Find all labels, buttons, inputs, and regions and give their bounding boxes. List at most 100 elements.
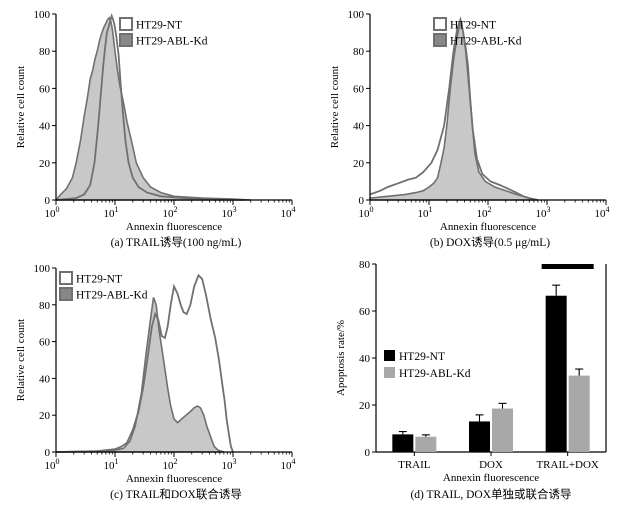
x-tick-base: 10 [45, 208, 57, 220]
legend-swatch [119, 17, 133, 31]
x-tick-label: 102 [163, 457, 178, 472]
y-tick-label: 0 [45, 195, 51, 207]
panel-caption: (a) TRAIL诱导(100 ng/mL) [111, 236, 242, 249]
y-tick-label: 60 [353, 83, 365, 95]
y-tick-label: 80 [39, 300, 51, 312]
x-tick-label: 100 [45, 205, 60, 220]
legend-label: HT29-ABL-Kd [136, 36, 208, 48]
y-tick-label: 40 [39, 121, 51, 133]
x-tick-label: 103 [222, 457, 237, 472]
x-tick-label: 102 [163, 205, 178, 220]
x-tick-exp: 4 [292, 457, 296, 466]
y-tick-label: 0 [45, 447, 51, 459]
y-tick-label: 100 [34, 9, 51, 21]
legend-swatch [384, 350, 395, 361]
legend-label: HT29-NT [76, 274, 122, 286]
x-tick-label: DOX [479, 459, 503, 471]
x-tick-label: 104 [281, 205, 296, 220]
x-tick-exp: 0 [56, 457, 60, 466]
x-tick-label: 103 [536, 205, 551, 220]
x-tick-base: 10 [222, 460, 234, 472]
x-tick-exp: 1 [115, 457, 119, 466]
y-tick-label: 20 [39, 410, 51, 422]
legend-swatch [59, 287, 73, 301]
x-axis-label: Annexin fluorescence [126, 221, 222, 233]
y-tick-label: 60 [39, 337, 51, 349]
x-tick-exp: 0 [370, 205, 374, 214]
x-tick-base: 10 [45, 460, 57, 472]
panel-caption: (c) TRAIL和DOX联合诱导 [110, 487, 242, 501]
x-axis-label: Annexin fluorescence [443, 472, 539, 484]
y-axis-label: Relative cell count [329, 66, 341, 148]
y-axis-label: Relative cell count [15, 319, 27, 401]
bar-ht29-abl-kd-trail+dox [568, 375, 590, 452]
x-tick-label: 101 [418, 205, 433, 220]
y-tick-label: 80 [359, 259, 371, 271]
x-tick-base: 10 [536, 208, 548, 220]
y-tick-label: 40 [359, 353, 371, 365]
x-tick-base: 10 [477, 208, 489, 220]
y-tick-label: 100 [34, 263, 51, 275]
x-tick-label: 103 [222, 205, 237, 220]
significance-bar [541, 264, 594, 269]
y-tick-label: 0 [365, 447, 371, 459]
x-tick-label: 101 [104, 457, 119, 472]
x-tick-label: 104 [595, 205, 610, 220]
x-tick-exp: 2 [174, 457, 178, 466]
x-tick-exp: 3 [233, 457, 237, 466]
series-ht29-nt-line [55, 273, 234, 453]
x-tick-label: 100 [45, 457, 60, 472]
bar-ht29-abl-kd-trail [415, 436, 437, 452]
x-tick-base: 10 [359, 208, 371, 220]
x-tick-base: 10 [281, 208, 293, 220]
y-tick-label: 40 [39, 373, 51, 385]
x-tick-base: 10 [595, 208, 607, 220]
x-tick-label: 102 [477, 205, 492, 220]
y-tick-label: 40 [353, 121, 365, 133]
x-tick-exp: 2 [174, 205, 178, 214]
panel-caption: (b) DOX诱导(0.5 μg/mL) [430, 236, 550, 249]
y-tick-label: 20 [39, 158, 51, 170]
series-ht29-nt-line [369, 16, 539, 201]
bar-ht29-nt-trail [392, 434, 414, 452]
x-tick-exp: 4 [292, 205, 296, 214]
y-tick-label: 20 [353, 158, 365, 170]
x-tick-exp: 1 [429, 205, 433, 214]
y-tick-label: 100 [348, 9, 365, 21]
x-tick-label: 104 [281, 457, 296, 472]
x-tick-base: 10 [104, 208, 116, 220]
series-ht29-abl-kd-area [55, 297, 225, 453]
legend-label: HT29-NT [136, 20, 182, 32]
x-tick-base: 10 [104, 460, 116, 472]
y-tick-label: 60 [39, 83, 51, 95]
panel-caption: (d) TRAIL, DOX单独或联合诱导 [410, 487, 571, 501]
x-tick-exp: 4 [606, 205, 610, 214]
x-tick-exp: 2 [488, 205, 492, 214]
bar-ht29-abl-kd-dox [492, 408, 513, 452]
legend-label: HT29-NT [450, 20, 496, 32]
x-tick-base: 10 [222, 208, 234, 220]
bar-ht29-nt-trail+dox [545, 295, 567, 452]
legend-swatch [433, 33, 447, 47]
legend-swatch [384, 367, 395, 378]
x-tick-label: TRAIL [398, 459, 431, 471]
x-tick-label: TRAIL+DOX [536, 459, 598, 471]
x-tick-base: 10 [418, 208, 430, 220]
x-tick-exp: 3 [547, 205, 551, 214]
legend-swatch [59, 271, 73, 285]
x-tick-base: 10 [163, 208, 175, 220]
y-tick-label: 80 [353, 46, 365, 58]
legend-label: HT29-ABL-Kd [450, 36, 522, 48]
series-ht29-nt-line [55, 12, 244, 201]
legend-swatch [433, 17, 447, 31]
x-tick-exp: 1 [115, 205, 119, 214]
x-tick-label: 100 [359, 205, 374, 220]
x-tick-exp: 3 [233, 205, 237, 214]
x-tick-label: 101 [104, 205, 119, 220]
y-tick-label: 80 [39, 46, 51, 58]
y-axis-label: Apoptosis rate/% [335, 320, 347, 396]
x-tick-base: 10 [281, 460, 293, 472]
